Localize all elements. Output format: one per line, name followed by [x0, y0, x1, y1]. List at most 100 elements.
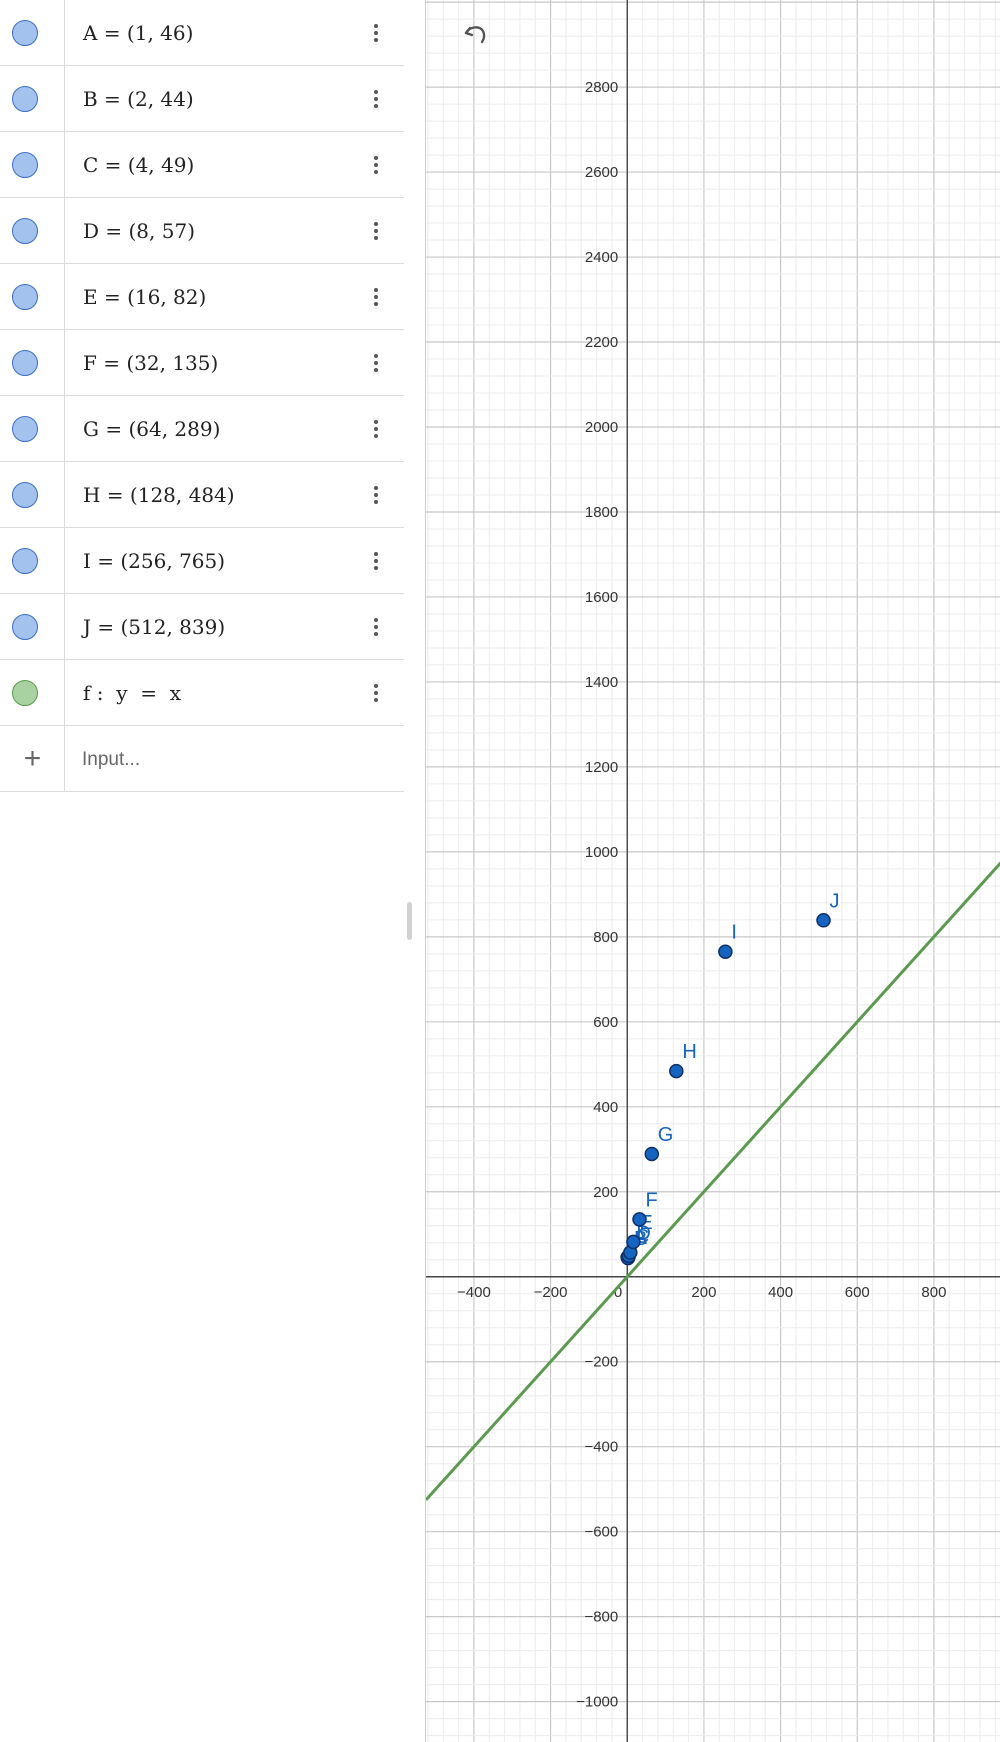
algebra-row-text[interactable]: B = (2, 44) [83, 86, 194, 111]
y-tick-label: 2600 [585, 164, 618, 181]
x-tick-label: 800 [921, 1284, 946, 1301]
y-tick-label: −1000 [576, 1694, 618, 1711]
menu-dot [374, 624, 378, 629]
algebra-row-function-f[interactable]: f : y = x [0, 660, 404, 726]
y-tick-label: −800 [584, 1609, 618, 1626]
more-vertical-icon[interactable] [362, 415, 390, 443]
menu-dot [374, 155, 378, 160]
point-label-i: I [731, 922, 737, 944]
more-vertical-icon[interactable] [362, 85, 390, 113]
point-label-g: G [658, 1124, 674, 1146]
menu-dot [374, 631, 378, 636]
more-vertical-icon[interactable] [362, 283, 390, 311]
menu-dot [374, 235, 378, 240]
visibility-toggle[interactable] [12, 151, 38, 178]
menu-dot [374, 221, 378, 226]
marble-cell [0, 132, 65, 197]
menu-dot [374, 228, 378, 233]
algebra-row-point-j[interactable]: J = (512, 839) [0, 594, 404, 660]
panel-resize-handle[interactable] [407, 902, 412, 940]
menu-dot [374, 30, 378, 35]
y-tick-label: −400 [584, 1439, 618, 1456]
menu-dot [374, 360, 378, 365]
x-tick-label: 600 [845, 1284, 870, 1301]
y-tick-label: 1200 [585, 759, 618, 776]
visibility-toggle[interactable] [12, 613, 38, 640]
menu-dot [374, 697, 378, 702]
visibility-toggle[interactable] [12, 547, 38, 574]
visibility-toggle[interactable] [12, 679, 38, 706]
undo-icon [464, 26, 486, 44]
more-vertical-icon[interactable] [362, 613, 390, 641]
y-tick-label: 400 [593, 1099, 618, 1116]
visibility-toggle[interactable] [12, 283, 38, 310]
visibility-toggle[interactable] [12, 349, 38, 376]
graph-canvas[interactable]: −400 −200 0 200 400 600 800 2800 2600 2400 2200 200… [426, 0, 1000, 1742]
algebra-row-point-e[interactable]: E = (16, 82) [0, 264, 404, 330]
x-tick-label: 200 [691, 1284, 716, 1301]
marble-cell [0, 0, 65, 65]
x-tick-label: −400 [457, 1284, 491, 1301]
algebra-row-text[interactable]: D = (8, 57) [83, 218, 196, 243]
point-i[interactable] [718, 944, 733, 959]
y-tick-label: 200 [593, 1184, 618, 1201]
menu-dot [374, 96, 378, 101]
algebra-row-text[interactable]: C = (4, 49) [83, 152, 195, 177]
algebra-row-point-i[interactable]: I = (256, 765) [0, 528, 404, 594]
algebra-row-point-h[interactable]: H = (128, 484) [0, 462, 404, 528]
algebra-row-text[interactable]: A = (1, 46) [83, 20, 194, 45]
y-tick-label: 2800 [585, 79, 618, 96]
more-vertical-icon[interactable] [362, 481, 390, 509]
plus-icon[interactable]: + [23, 741, 42, 775]
more-vertical-icon[interactable] [362, 547, 390, 575]
marble-cell [0, 594, 65, 659]
point-label-f: F [646, 1189, 658, 1211]
visibility-toggle[interactable] [12, 85, 38, 112]
y-tick-label: −200 [584, 1354, 618, 1371]
algebra-row-text[interactable]: f : y = x [83, 680, 181, 705]
marble-cell [0, 528, 65, 593]
algebra-row-point-f[interactable]: F = (32, 135) [0, 330, 404, 396]
more-vertical-icon[interactable] [362, 349, 390, 377]
visibility-toggle[interactable] [12, 217, 38, 244]
point-label-j: J [830, 890, 840, 912]
point-f[interactable] [632, 1212, 647, 1227]
algebra-row-text[interactable]: J = (512, 839) [83, 614, 226, 639]
algebra-row-point-c[interactable]: C = (4, 49) [0, 132, 404, 198]
visibility-toggle[interactable] [12, 19, 38, 46]
graphics-view[interactable]: −400 −200 0 200 400 600 800 2800 2600 2400 2200 200… [425, 0, 1000, 1742]
menu-dot [374, 89, 378, 94]
more-vertical-icon[interactable] [362, 217, 390, 245]
visibility-toggle[interactable] [12, 415, 38, 442]
menu-dot [374, 287, 378, 292]
algebra-row-text[interactable]: H = (128, 484) [83, 482, 235, 507]
point-e[interactable] [626, 1234, 641, 1250]
algebra-input-row[interactable]: + [0, 726, 404, 793]
menu-dot [374, 419, 378, 424]
point-label-h: H [682, 1041, 696, 1063]
algebra-row-point-b[interactable]: B = (2, 44) [0, 66, 404, 132]
algebra-row-text[interactable]: E = (16, 82) [83, 284, 207, 309]
function-f-line[interactable] [426, 861, 1000, 1501]
point-h[interactable] [669, 1063, 684, 1079]
point-g[interactable] [644, 1146, 660, 1162]
y-tick-label: −600 [584, 1524, 618, 1541]
menu-dot [374, 433, 378, 438]
more-vertical-icon[interactable] [362, 679, 390, 707]
algebra-row-text[interactable]: I = (256, 765) [83, 548, 226, 573]
algebra-row-point-d[interactable]: D = (8, 57) [0, 198, 404, 264]
algebra-row-point-a[interactable]: A = (1, 46) [0, 0, 404, 66]
algebra-row-text[interactable]: G = (64, 289) [83, 416, 221, 441]
algebra-view: A = (1, 46) B = (2, 44) C = (4, 49) D = (8,… [0, 0, 404, 1742]
menu-dot [374, 492, 378, 497]
marble-cell [0, 66, 65, 131]
point-j[interactable] [816, 913, 831, 928]
undo-button[interactable] [456, 14, 496, 54]
visibility-toggle[interactable] [12, 481, 38, 508]
more-vertical-icon[interactable] [362, 19, 390, 47]
more-vertical-icon[interactable] [362, 151, 390, 179]
algebra-row-point-g[interactable]: G = (64, 289) [0, 396, 404, 462]
marble-cell [0, 462, 65, 527]
algebra-row-text[interactable]: F = (32, 135) [83, 350, 219, 375]
algebra-input-field[interactable] [80, 726, 384, 793]
